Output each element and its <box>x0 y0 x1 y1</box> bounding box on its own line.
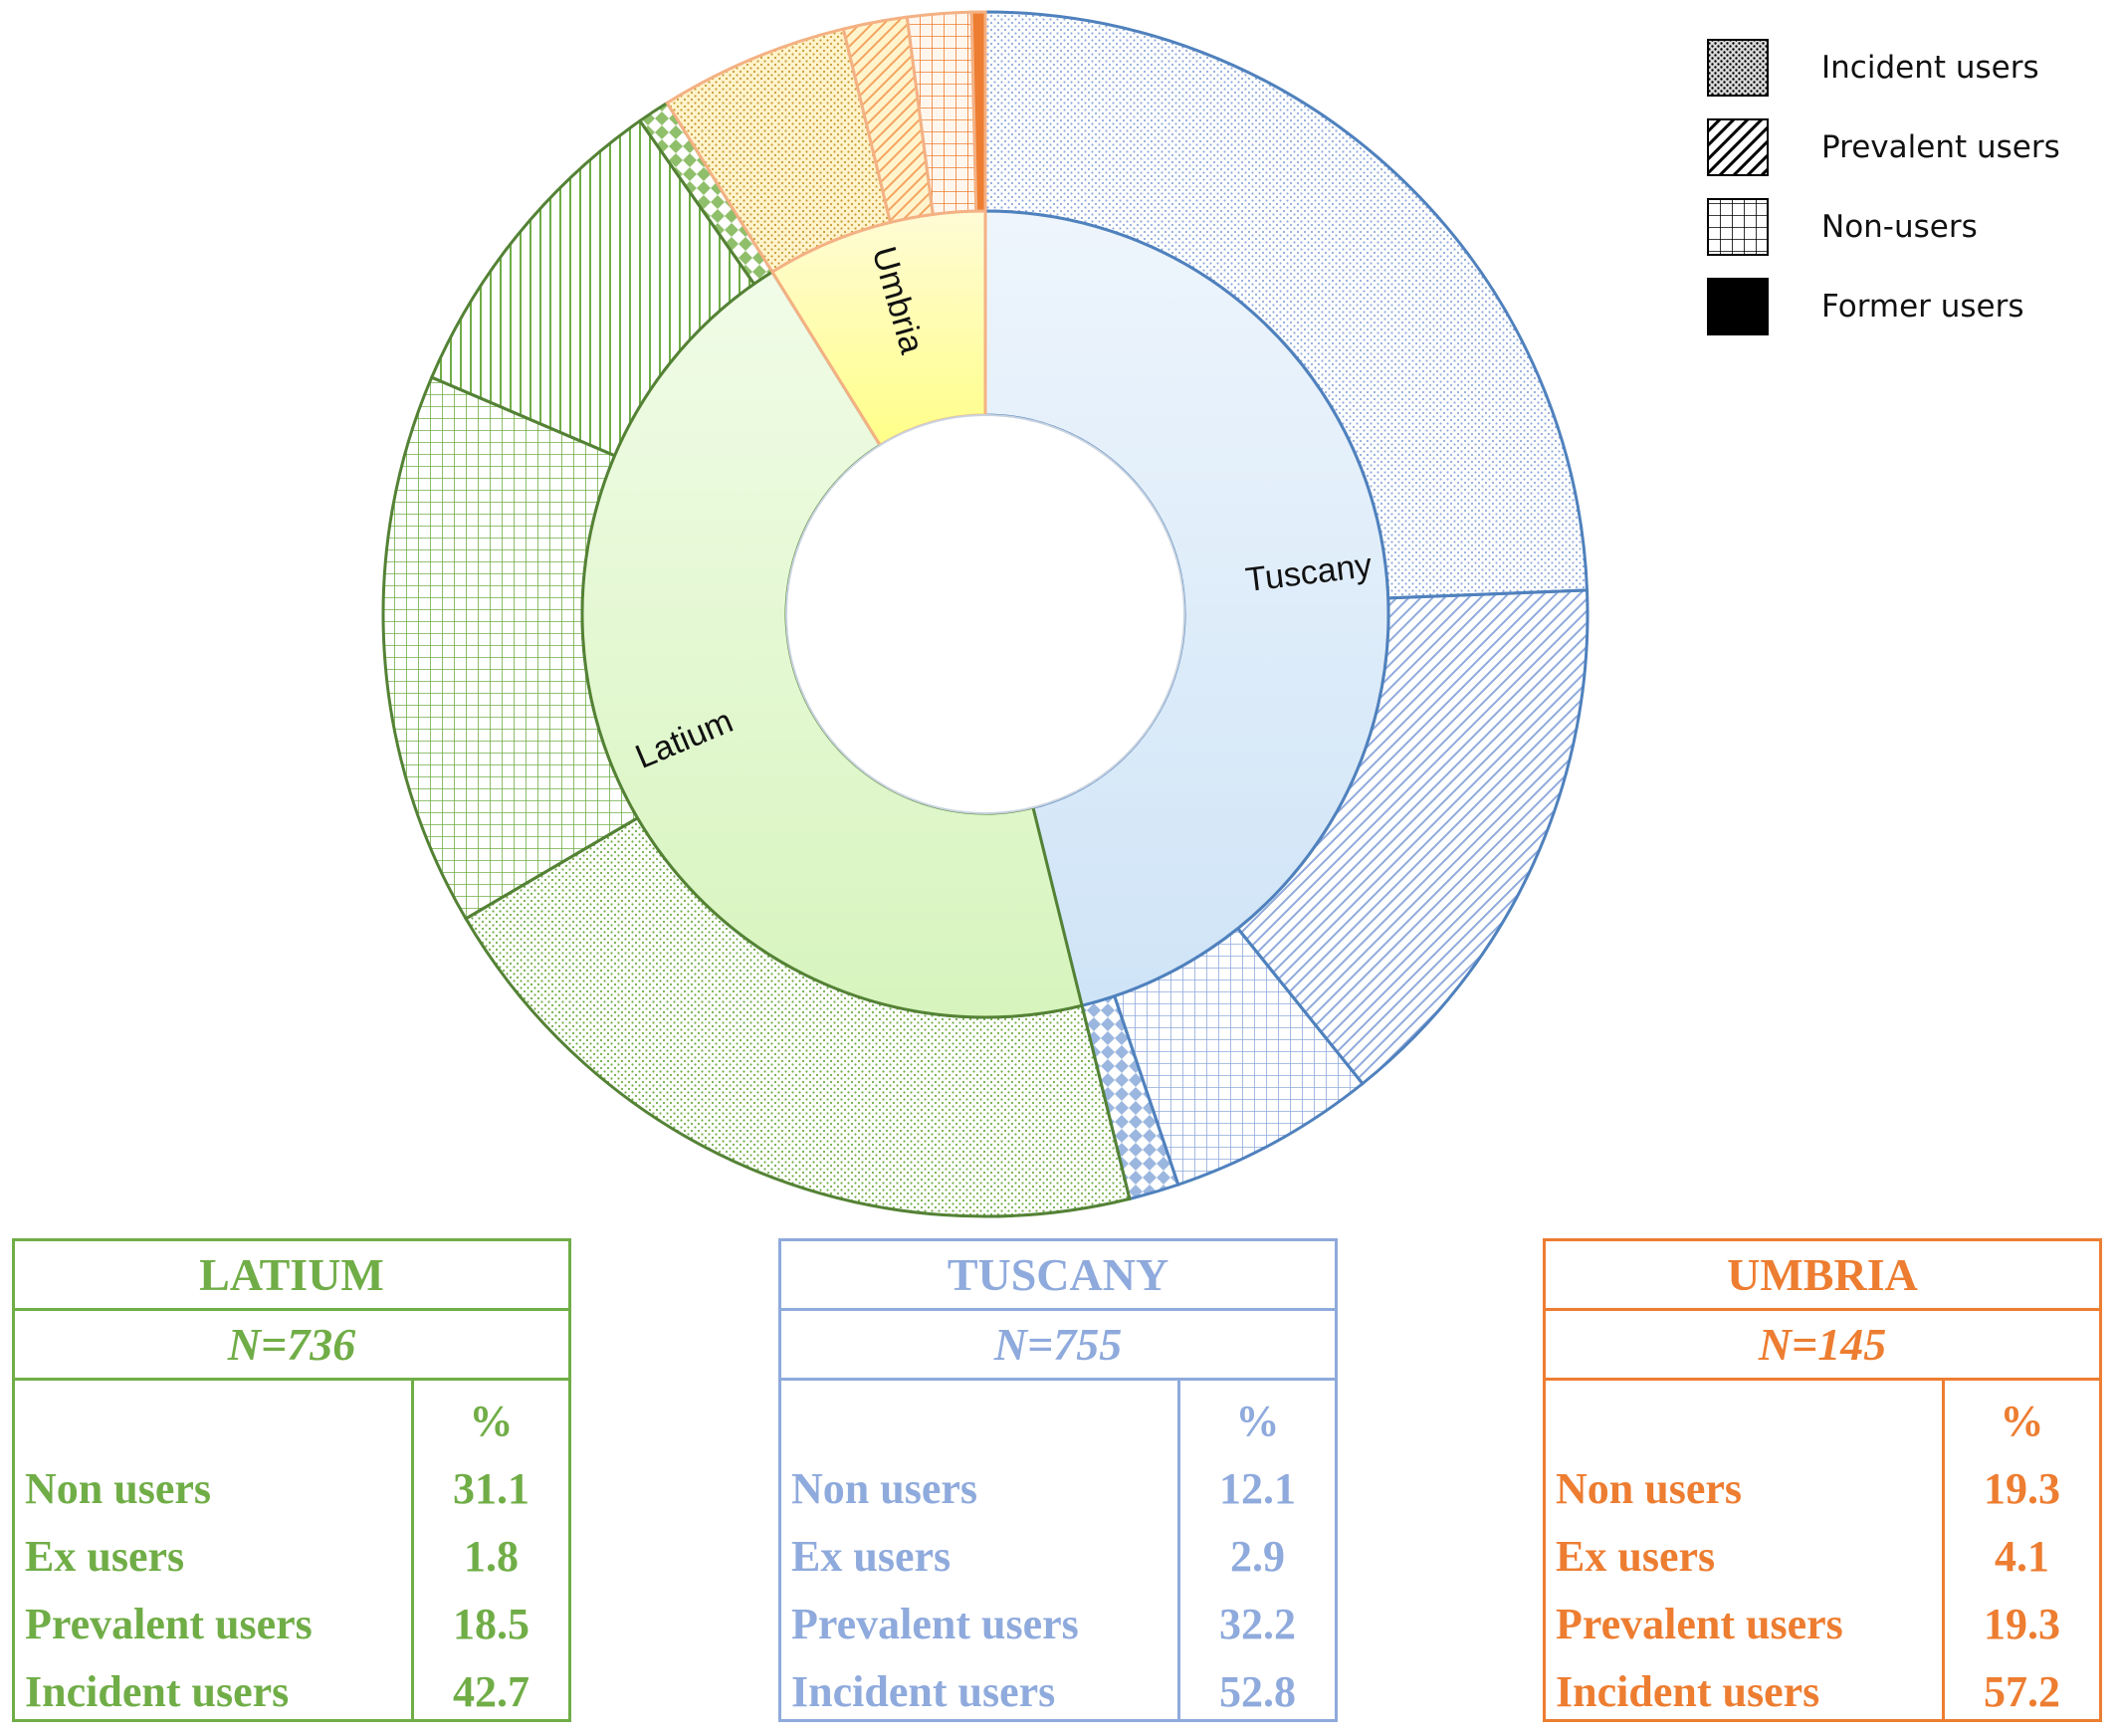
row-label: Ex users <box>25 1531 185 1581</box>
table-divider <box>411 1381 414 1719</box>
legend-label: Non-users <box>1821 209 1978 245</box>
table-row: Incident users 52.8 <box>781 1657 1335 1725</box>
row-label: Non users <box>25 1463 212 1513</box>
row-value: 31.1 <box>453 1463 530 1513</box>
latium-table: LATIUM N=736 % Non users 31.1 Ex users 1.8… <box>12 1238 571 1722</box>
row-label: Incident users <box>25 1666 290 1716</box>
table-title: TUSCANY <box>781 1241 1335 1311</box>
table-row: Prevalent users 18.5 <box>15 1590 568 1657</box>
row-value: 19.3 <box>1984 1599 2060 1648</box>
row-value: 52.8 <box>1219 1666 1296 1716</box>
table-header-row: % <box>15 1387 568 1454</box>
table-title: LATIUM <box>15 1241 568 1311</box>
table-row: Ex users 1.8 <box>15 1522 568 1590</box>
row-value: 42.7 <box>453 1666 530 1716</box>
legend-swatch-grid <box>1707 198 1769 256</box>
donut-hole <box>785 414 1185 814</box>
table-n: N=145 <box>1546 1311 2099 1381</box>
table-row: Ex users 4.1 <box>1546 1522 2099 1590</box>
row-value: 2.9 <box>1230 1531 1285 1581</box>
percent-header: % <box>2000 1396 2044 1445</box>
legend-swatch-dots <box>1707 39 1769 97</box>
table-n: N=736 <box>15 1311 568 1381</box>
legend-label: Incident users <box>1821 50 2039 86</box>
tuscany-table: TUSCANY N=755 % Non users 12.1 Ex users 2.… <box>778 1238 1338 1722</box>
table-row: Prevalent users 32.2 <box>781 1590 1335 1657</box>
row-label: Prevalent users <box>25 1599 313 1648</box>
row-label: Ex users <box>791 1531 952 1581</box>
legend-swatch-diagonal <box>1707 118 1769 176</box>
row-label: Incident users <box>791 1666 1056 1716</box>
table-divider <box>1177 1381 1180 1719</box>
row-label: Non users <box>791 1463 978 1513</box>
row-label: Prevalent users <box>791 1599 1079 1648</box>
legend-swatch-solid <box>1707 278 1769 335</box>
row-label: Non users <box>1556 1463 1743 1513</box>
table-row: Non users 31.1 <box>15 1454 568 1522</box>
table-n: N=755 <box>781 1311 1335 1381</box>
outer-ring <box>381 10 1589 1218</box>
row-label: Prevalent users <box>1556 1599 1843 1648</box>
table-row: Ex users 2.9 <box>781 1522 1335 1590</box>
table-divider <box>1942 1381 1945 1719</box>
legend-label: Former users <box>1821 289 2024 325</box>
row-value: 32.2 <box>1219 1599 1296 1648</box>
row-value: 1.8 <box>464 1531 519 1581</box>
percent-header: % <box>1235 1396 1280 1445</box>
row-value: 57.2 <box>1984 1666 2060 1716</box>
row-label: Ex users <box>1556 1531 1716 1581</box>
umbria-table: UMBRIA N=145 % Non users 19.3 Ex users 4.1… <box>1543 1238 2102 1722</box>
table-row: Incident users 42.7 <box>15 1657 568 1725</box>
table-row: Prevalent users 19.3 <box>1546 1590 2099 1657</box>
row-value: 4.1 <box>1995 1531 2049 1581</box>
row-label: Incident users <box>1556 1666 1820 1716</box>
table-row: Non users 12.1 <box>781 1454 1335 1522</box>
table-title: UMBRIA <box>1546 1241 2099 1311</box>
percent-header: % <box>469 1396 514 1445</box>
row-value: 12.1 <box>1219 1463 1296 1513</box>
table-header-row: % <box>781 1387 1335 1454</box>
legend-label: Prevalent users <box>1821 129 2060 165</box>
row-value: 19.3 <box>1984 1463 2060 1513</box>
table-header-row: % <box>1546 1387 2099 1454</box>
row-value: 18.5 <box>453 1599 530 1648</box>
table-row: Incident users 57.2 <box>1546 1657 2099 1725</box>
legend: Incident users Prevalent users Non-users Fo… <box>1707 39 2060 335</box>
table-row: Non users 19.3 <box>1546 1454 2099 1522</box>
